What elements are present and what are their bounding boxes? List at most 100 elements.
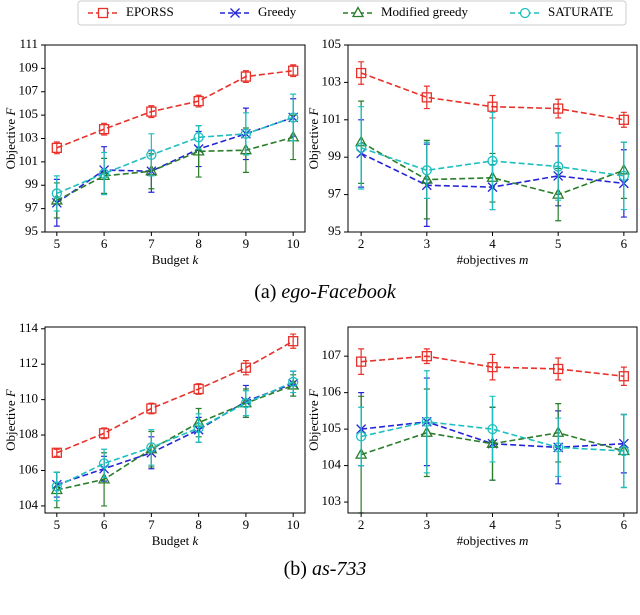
y-axis-label-text: Objective (306, 119, 321, 170)
marker (146, 149, 157, 161)
x-axis-label-symbol: m (519, 533, 528, 548)
error-bar (358, 348, 365, 376)
series-line (56, 136, 294, 202)
marker (618, 114, 630, 125)
marker (240, 71, 252, 82)
error-bar (620, 413, 627, 489)
marker (98, 124, 110, 135)
x-tick-label: 5 (555, 236, 562, 251)
marker (146, 442, 157, 453)
axes-frame (44, 44, 306, 233)
series-line (56, 381, 294, 488)
marker (487, 423, 498, 435)
marker (240, 398, 252, 409)
subcaption-name: ego-Facebook (281, 281, 397, 303)
marker (146, 403, 157, 414)
marker (351, 6, 365, 18)
marker (97, 472, 111, 484)
series-line (56, 116, 294, 204)
error-bar (423, 370, 430, 474)
y-tick-label: 103 (19, 129, 39, 144)
subcaption-label: (b) (284, 558, 307, 580)
y-tick-label: 111 (19, 36, 38, 51)
y-tick-label: 105 (322, 36, 342, 51)
marker (618, 371, 630, 382)
error-bar (620, 366, 627, 386)
subcaption: (a) ego-Facebook (254, 281, 397, 303)
error-bar (242, 112, 249, 156)
subcaption-name: as-733 (312, 558, 366, 580)
marker (146, 106, 157, 117)
marker (240, 362, 252, 373)
marker (618, 170, 630, 182)
y-tick-label: 95 (25, 223, 38, 238)
series-line (360, 141, 625, 196)
marker (98, 168, 110, 179)
series-line (56, 340, 294, 454)
error-bar (53, 448, 60, 457)
marker (193, 132, 204, 143)
y-tick-label: 101 (322, 111, 342, 126)
marker (553, 363, 564, 375)
error-bar (423, 85, 430, 110)
error-bar (195, 413, 202, 443)
marker (288, 112, 299, 123)
x-tick-label: 7 (148, 236, 155, 251)
legend-label: Greedy (258, 4, 297, 19)
marker (288, 336, 299, 347)
series-line (56, 69, 294, 149)
error-bar (555, 357, 562, 381)
axes-frame (347, 44, 638, 233)
x-axis-label-text: #objectives (457, 252, 516, 267)
marker (51, 447, 62, 458)
y-tick-label: 107 (322, 347, 342, 362)
y-tick-label: 99 (25, 176, 38, 191)
error-bar (148, 429, 155, 466)
error-bar (555, 132, 562, 201)
x-axis-label-symbol: m (519, 252, 528, 267)
y-tick-label: 103 (322, 493, 342, 508)
y-tick-label: 97 (25, 200, 39, 215)
y-axis-label-text: Objective (3, 119, 18, 170)
x-tick-label: 10 (287, 236, 300, 251)
error-bar (148, 402, 155, 415)
series-line (56, 116, 294, 195)
marker (355, 431, 367, 442)
marker (519, 7, 531, 19)
x-tick-label: 3 (424, 236, 431, 251)
error-bar (620, 141, 627, 211)
y-axis-label: Objective F (306, 107, 321, 170)
y-axis-label-symbol: F (3, 388, 18, 398)
x-tick-label: 6 (101, 517, 108, 532)
x-tick-label: 9 (243, 236, 250, 251)
marker (487, 101, 498, 112)
legend-label: Modified greedy (381, 4, 469, 19)
error-bar (290, 370, 297, 394)
error-bar (489, 353, 496, 381)
x-tick-label: 2 (358, 517, 365, 532)
marker (421, 416, 432, 427)
y-tick-label: 110 (19, 391, 38, 406)
error-bar (423, 141, 430, 199)
x-tick-label: 8 (195, 517, 202, 532)
marker (355, 142, 367, 154)
y-tick-label: 99 (328, 148, 341, 163)
x-tick-label: 5 (54, 517, 61, 532)
legend-label: EPORSS (126, 4, 174, 19)
marker (553, 161, 564, 172)
marker (288, 376, 299, 388)
x-tick-label: 7 (148, 517, 155, 532)
series-line (361, 355, 624, 378)
y-axis-label: Objective F (3, 107, 18, 170)
error-bar (290, 93, 297, 142)
legend-label: SATURATE (548, 4, 613, 19)
error-bar (489, 111, 496, 211)
y-tick-label: 114 (19, 320, 39, 335)
x-tick-label: 6 (101, 236, 108, 251)
y-tick-label: 109 (19, 59, 39, 74)
error-bar (101, 427, 108, 440)
error-bar (358, 106, 365, 190)
marker (421, 165, 432, 176)
marker (97, 7, 109, 19)
